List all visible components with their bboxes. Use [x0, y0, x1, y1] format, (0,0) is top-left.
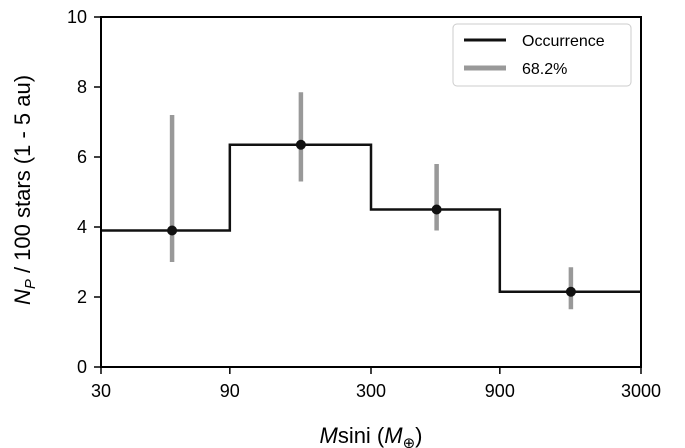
x-tick-label: 900: [485, 381, 515, 401]
x-tick-label: 90: [220, 381, 240, 401]
y-tick-label: 2: [77, 287, 87, 307]
data-point: [431, 204, 442, 215]
legend-occurrence-label: Occurrence: [522, 33, 605, 50]
data-points: [167, 139, 576, 297]
data-point: [565, 286, 576, 297]
y-axis-ticks: 0 2 4 6 8 10: [67, 7, 101, 377]
y-tick-label: 4: [77, 217, 87, 237]
legend-interval-label: 68.2%: [522, 61, 567, 78]
x-tick-label: 30: [91, 381, 111, 401]
y-tick-label: 8: [77, 77, 87, 97]
x-tick-label: 300: [356, 381, 386, 401]
y-tick-label: 10: [67, 7, 87, 27]
y-axis-label: NP / 100 stars (1 - 5 au): [10, 75, 39, 305]
occurrence-step-line: [101, 143, 641, 293]
y-tick-label: 6: [77, 147, 87, 167]
x-axis-label: Msini (M⊕): [319, 423, 422, 448]
occurrence-step-path: [101, 143, 641, 293]
data-point: [167, 225, 178, 236]
error-bars: [169, 92, 574, 310]
x-tick-label: 3000: [621, 381, 661, 401]
legend: Occurrence 68.2%: [452, 23, 632, 87]
data-point: [295, 139, 306, 150]
y-tick-label: 0: [77, 357, 87, 377]
x-axis-ticks: 30 90 300 900 3000: [91, 367, 661, 401]
